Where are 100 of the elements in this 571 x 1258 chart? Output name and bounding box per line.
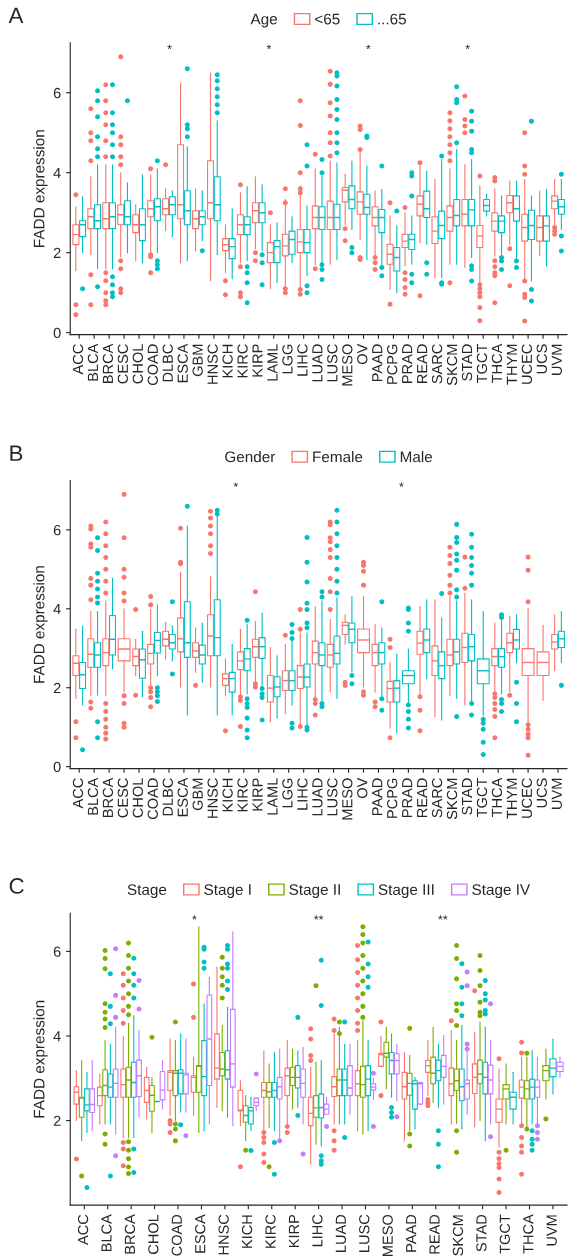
x-tick-label: THYM <box>506 344 517 385</box>
x-tick-label: KIRC <box>237 344 248 378</box>
x-tick-label: SKCM <box>446 778 458 820</box>
x-tick-label: MESO <box>382 1214 393 1256</box>
x-tick-label: LUSC <box>359 1214 370 1252</box>
x-tick-label: ACC <box>72 778 84 809</box>
x-tick-label: ACC <box>72 344 84 375</box>
x-tick-label: HNSC <box>207 344 218 384</box>
x-tick-label: KIRP <box>252 344 263 377</box>
legend-label: Female <box>313 451 363 463</box>
x-tick-label: OV <box>357 343 368 365</box>
x-tick-label: LGG <box>282 778 293 808</box>
x-tick-label: COAD <box>147 344 158 386</box>
x-tick-label: LIHC <box>297 778 308 810</box>
x-tick-label: UVM <box>551 778 562 809</box>
x-tick-label: COAD <box>171 1214 182 1256</box>
x-tick-label: SARC <box>431 778 443 818</box>
legend-label: Stage IV <box>472 884 531 899</box>
x-tick-label: STAD <box>461 344 473 381</box>
x-tick-label: PRAD <box>402 778 413 817</box>
x-tick-label: THCA <box>491 343 503 384</box>
y-tick-label: 6 <box>53 87 61 99</box>
y-tick-label: 0 <box>53 761 61 773</box>
x-tick-label: BLCA <box>87 343 99 381</box>
x-tick-label: LUAD <box>335 1214 346 1252</box>
x-tick-label: BRCA <box>124 1214 136 1254</box>
x-tick-label: MESO <box>342 778 353 820</box>
y-tick-label: 6 <box>53 946 61 957</box>
y-tick-label: 4 <box>53 167 61 178</box>
chart-title: C <box>9 878 24 894</box>
x-tick-label: LUAD <box>312 778 323 816</box>
y-tick-label: 2 <box>53 247 61 258</box>
x-tick-label: LIHC <box>312 1214 323 1247</box>
x-tick-label: BRCA <box>102 777 114 817</box>
legend-label: <65 <box>315 13 340 25</box>
x-tick-label: CHOL <box>148 1214 159 1254</box>
y-axis-title: FADD expression <box>33 130 48 247</box>
x-tick-label: KICH <box>241 1215 253 1248</box>
x-tick-label: LAML <box>267 344 278 381</box>
x-tick-label: ESCA <box>177 777 188 817</box>
annotation: * <box>167 44 172 50</box>
x-tick-label: CHOL <box>132 344 143 384</box>
x-tick-label: TGCT <box>476 343 488 384</box>
x-tick-label: UCEC <box>521 344 533 384</box>
x-tick-label: PAAD <box>406 1214 417 1252</box>
annotation: * <box>266 44 272 50</box>
x-tick-label: KICH <box>222 778 233 812</box>
x-tick-label: TGCT <box>476 778 488 818</box>
annotation: * <box>399 482 404 487</box>
x-tick-label: KIRC <box>237 778 248 812</box>
x-tick-label: HNSC <box>218 1214 229 1255</box>
legend-title: Stage <box>127 884 167 899</box>
legend-label: Male <box>400 451 433 463</box>
x-tick-label: KIRP <box>252 778 263 811</box>
legend-label: Stage III <box>378 884 434 899</box>
y-axis-title: FADD expression <box>33 1000 48 1118</box>
x-tick-label: ESCA <box>177 343 188 383</box>
legend-label: Stage II <box>289 884 340 899</box>
x-tick-label: LGG <box>282 344 293 374</box>
x-tick-label: SKCM <box>452 1215 464 1256</box>
x-tick-label: UVM <box>551 344 562 375</box>
x-tick-label: STAD <box>476 1214 487 1252</box>
chart-title: B <box>10 445 23 461</box>
x-tick-label: PRAD <box>402 344 413 383</box>
x-tick-label: LAML <box>267 778 278 815</box>
annotation: * <box>366 44 371 50</box>
x-tick-label: GBM <box>192 778 203 811</box>
annotation: ** <box>313 915 324 920</box>
x-tick-label: READ <box>417 778 428 817</box>
x-tick-label: LUSC <box>327 344 338 382</box>
annotation: * <box>192 915 197 920</box>
x-tick-label: BLCA <box>101 1214 112 1252</box>
x-tick-label: MESO <box>342 344 353 386</box>
x-tick-label: PAAD <box>372 344 383 382</box>
x-tick-label: CESC <box>117 344 129 384</box>
x-tick-label: SARC <box>431 344 443 384</box>
y-tick-label: 0 <box>53 327 61 339</box>
x-tick-label: TGCT <box>499 1214 510 1254</box>
y-tick-label: 4 <box>53 1031 61 1042</box>
x-tick-label: SKCM <box>446 344 458 386</box>
x-tick-label: KIRP <box>288 1214 299 1248</box>
x-tick-label: PAAD <box>372 778 383 816</box>
x-tick-label: HNSC <box>207 778 218 818</box>
x-tick-label: UCS <box>536 344 547 374</box>
x-tick-label: DLBC <box>162 778 173 816</box>
x-tick-label: READ <box>429 1214 440 1254</box>
x-tick-label: THCA <box>523 1214 534 1254</box>
x-tick-label: UVM <box>546 1215 557 1246</box>
y-tick-label: 6 <box>53 524 61 536</box>
x-tick-label: BLCA <box>87 777 99 815</box>
x-tick-label: ACC <box>77 1214 89 1245</box>
y-tick-label: 4 <box>53 604 61 615</box>
x-tick-label: OV <box>357 777 368 799</box>
x-tick-label: DLBC <box>162 344 173 382</box>
x-tick-label: PCPG <box>387 344 398 384</box>
x-tick-label: LUSC <box>327 778 338 816</box>
x-tick-label: UCS <box>536 778 547 808</box>
x-tick-label: ESCA <box>195 1214 206 1253</box>
x-tick-label: CHOL <box>132 778 143 818</box>
y-tick-label: 2 <box>53 1115 61 1126</box>
